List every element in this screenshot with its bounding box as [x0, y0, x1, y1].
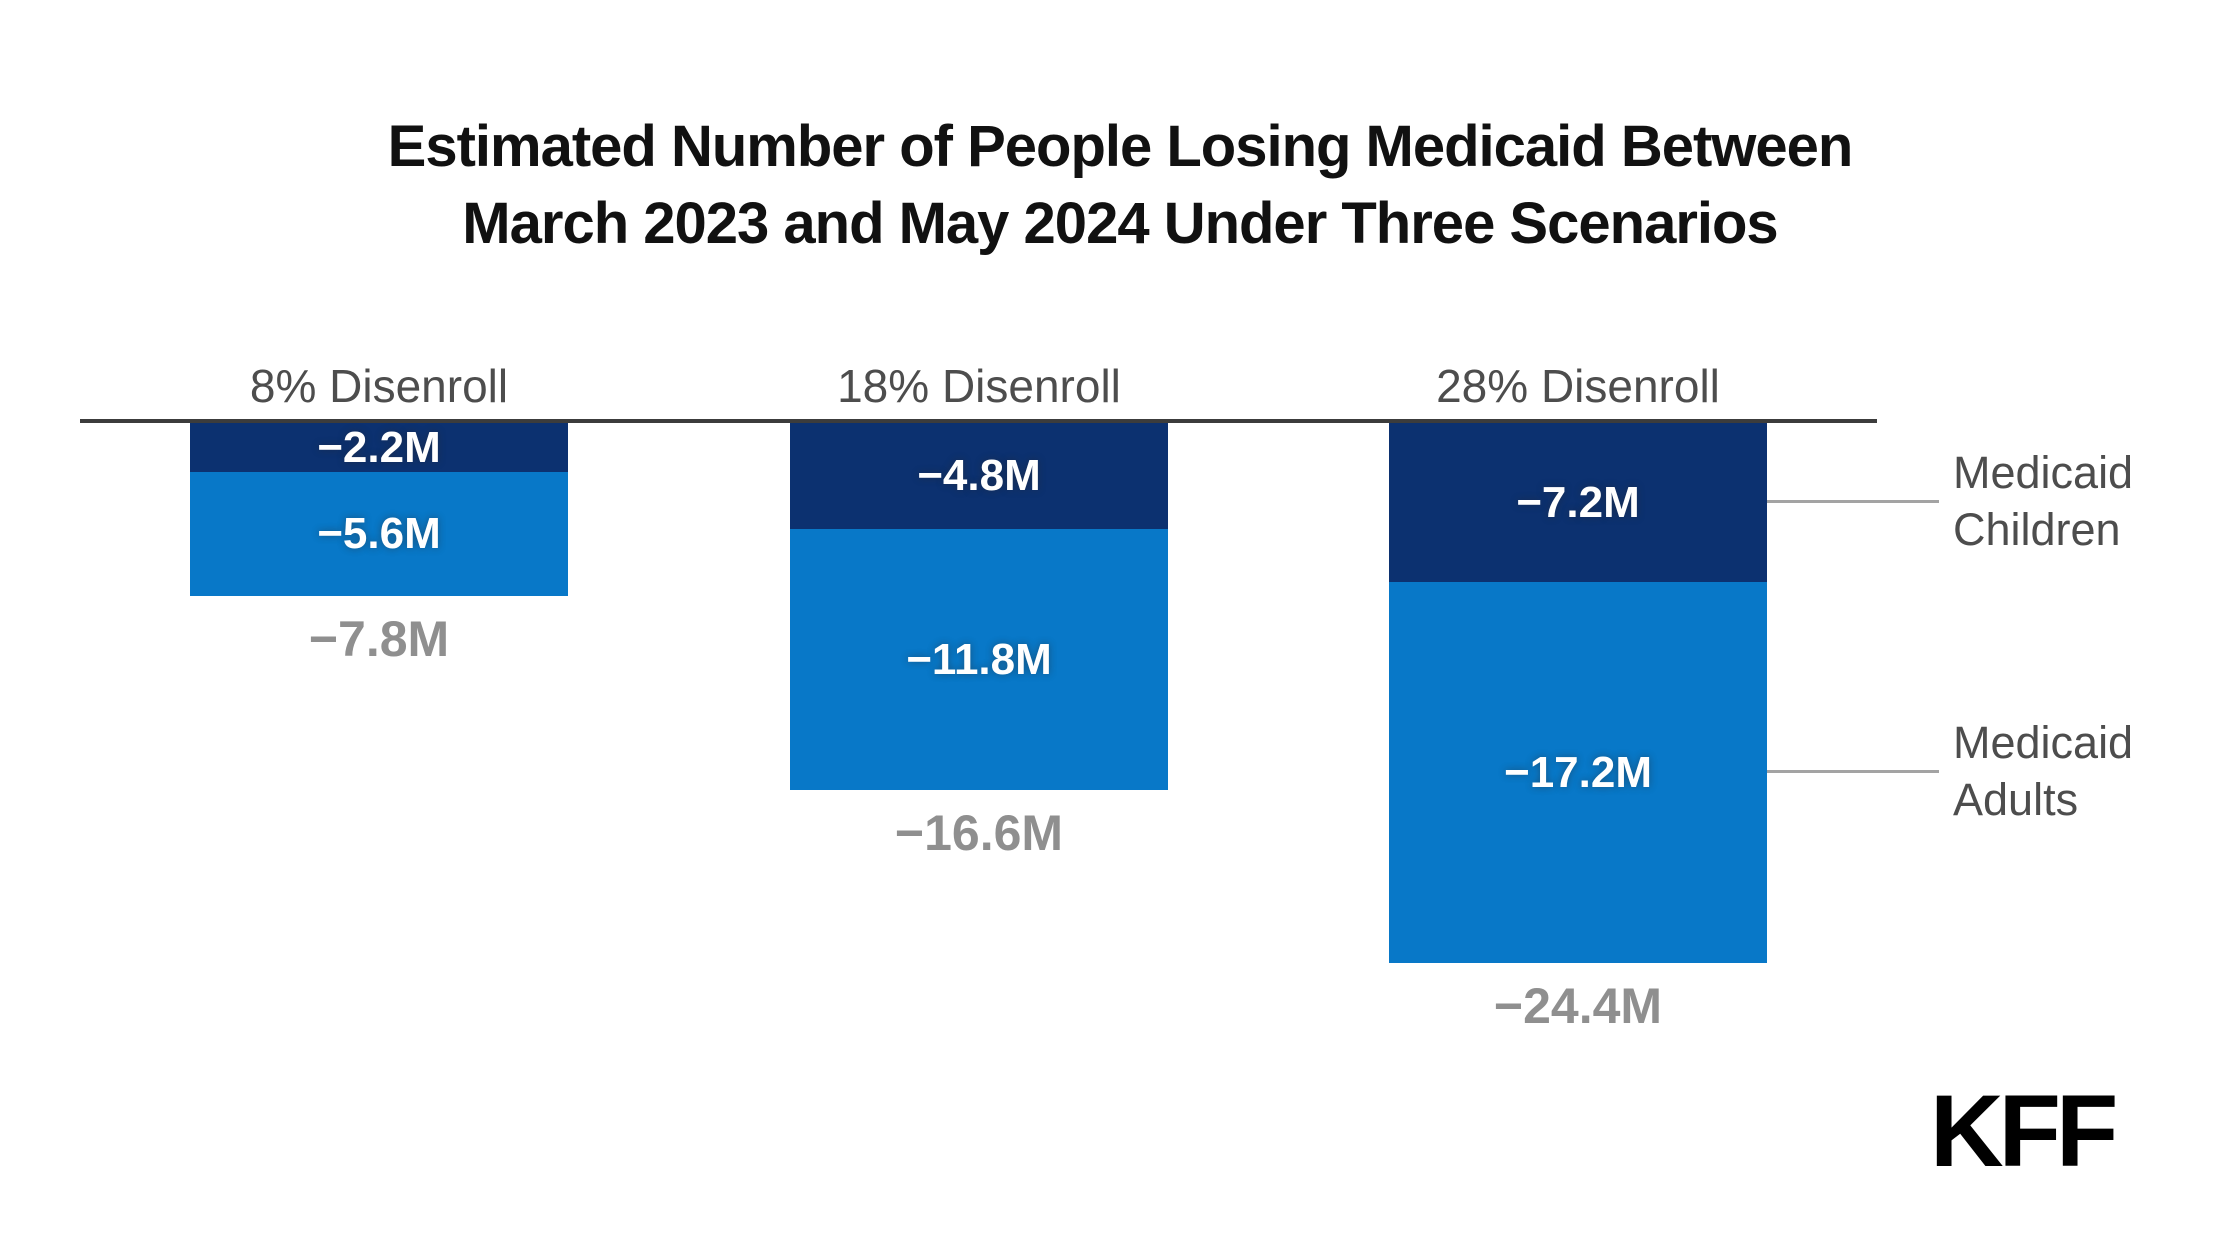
bar-group-28pct-disenroll: 28% Disenroll −7.2M −17.2M −24.4M	[1389, 352, 1767, 1035]
bar-segment-children: −7.2M	[1389, 423, 1767, 582]
bar-total-label: −24.4M	[1493, 978, 1663, 1034]
category-label: 28% Disenroll	[1436, 359, 1720, 412]
chart-title-line1: Estimated Number of People Losing Medica…	[387, 114, 1854, 179]
bar-segment-adults: −5.6M	[190, 472, 568, 596]
bar-total-label: −16.6M	[894, 805, 1064, 861]
category-label: 18% Disenroll	[837, 359, 1121, 412]
bar-group-8pct-disenroll: 8% Disenroll −2.2M −5.6M −7.8M	[190, 352, 568, 668]
series-label-line: Adults	[1953, 774, 2079, 825]
bar-segment-children: −2.2M	[190, 423, 568, 472]
series-label-line: Medicaid	[1953, 447, 2134, 498]
bar-segment-children: −4.8M	[790, 423, 1168, 529]
category-label: 8% Disenroll	[249, 359, 509, 412]
leader-line-children	[1767, 500, 1939, 503]
leader-line-adults	[1767, 770, 1939, 773]
bar-value-label: −4.8M	[917, 451, 1041, 500]
zero-baseline-axis	[80, 419, 1877, 423]
series-label-line: Children	[1953, 504, 2121, 555]
bar-value-label: −2.2M	[317, 422, 441, 472]
kff-logo: KFF	[1930, 1074, 2118, 1188]
bar-value-label: −11.8M	[906, 634, 1052, 684]
bar-value-label: −7.2M	[1516, 477, 1640, 527]
bar-value-label: −17.2M	[1504, 747, 1652, 797]
chart-title: Estimated Number of People Losing Medica…	[0, 108, 2240, 262]
series-label-medicaid-children: Medicaid Children	[1953, 444, 2133, 558]
bar-value-label: −5.6M	[317, 509, 441, 558]
series-label-medicaid-adults: Medicaid Adults	[1953, 714, 2133, 828]
series-label-line: Medicaid	[1953, 717, 2134, 768]
bar-group-18pct-disenroll: 18% Disenroll −4.8M −11.8M −16.6M	[790, 352, 1168, 862]
chart-title-line2: March 2023 and May 2024 Under Three Scen…	[462, 191, 1778, 256]
bar-segment-adults: −11.8M	[790, 529, 1168, 790]
bar-total-label: −7.8M	[308, 611, 450, 667]
bar-segment-adults: −17.2M	[1389, 582, 1767, 963]
